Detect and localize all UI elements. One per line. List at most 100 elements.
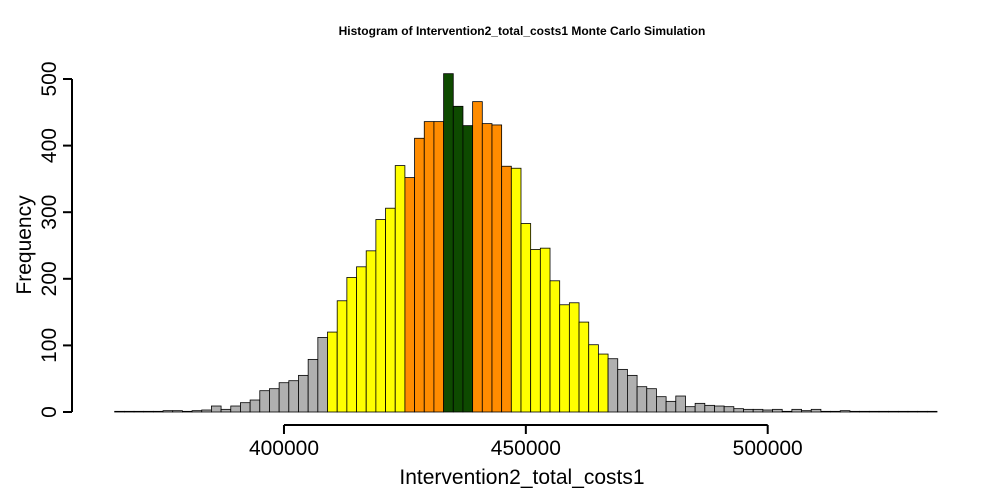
histogram-bar bbox=[443, 73, 454, 413]
histogram-bar bbox=[259, 390, 270, 413]
histogram-bar bbox=[646, 388, 657, 413]
histogram-bar bbox=[162, 410, 174, 413]
histogram-bar bbox=[859, 410, 870, 413]
histogram-bar bbox=[704, 404, 715, 413]
chart-title: Histogram of Intervention2_total_costs1 … bbox=[339, 24, 706, 38]
histogram-bar bbox=[230, 405, 241, 413]
histogram-bar bbox=[926, 410, 938, 413]
histogram-bar bbox=[607, 358, 619, 413]
histogram-bar bbox=[336, 300, 348, 413]
y-tick-label: 200 bbox=[38, 261, 61, 296]
histogram-bar bbox=[627, 374, 638, 413]
histogram-bar bbox=[481, 123, 493, 413]
histogram-bar bbox=[356, 266, 367, 413]
histogram-bar bbox=[733, 408, 744, 413]
histogram-bar bbox=[810, 408, 822, 413]
y-tick-label: 0 bbox=[38, 406, 61, 418]
histogram-bar bbox=[433, 121, 444, 413]
histogram-bar bbox=[278, 382, 290, 413]
histogram-bar bbox=[907, 410, 919, 413]
histogram-bar bbox=[298, 374, 309, 413]
histogram-bar bbox=[385, 207, 396, 413]
y-axis: 0 100 200 300 400 500 bbox=[38, 61, 73, 418]
y-tick-label: 400 bbox=[38, 128, 61, 163]
histogram-bar bbox=[114, 410, 125, 413]
histogram-bar bbox=[723, 406, 735, 413]
histogram-bar bbox=[801, 410, 812, 413]
histogram-bar bbox=[152, 410, 164, 413]
histogram-bar bbox=[501, 165, 512, 413]
histogram-bar bbox=[375, 219, 386, 413]
histogram-bar bbox=[839, 410, 851, 413]
histogram-bar bbox=[423, 121, 435, 413]
x-tick-label: 450000 bbox=[491, 437, 561, 460]
histogram-bar bbox=[568, 302, 580, 413]
x-tick-label: 500000 bbox=[733, 437, 803, 460]
histogram-bar bbox=[211, 405, 222, 413]
histogram-bar bbox=[288, 380, 299, 413]
histogram-bar bbox=[743, 408, 754, 413]
histogram-bar bbox=[520, 223, 532, 413]
histogram-bar bbox=[307, 358, 319, 413]
histogram-bar bbox=[133, 410, 145, 413]
histogram-bar bbox=[559, 304, 570, 413]
histogram-bar bbox=[868, 410, 880, 413]
y-tick-label: 500 bbox=[38, 61, 61, 96]
histogram-bar bbox=[123, 410, 135, 413]
y-tick-label: 300 bbox=[38, 195, 61, 230]
histogram-bar bbox=[172, 410, 183, 413]
histogram-bar bbox=[656, 396, 667, 413]
histogram-bar bbox=[685, 406, 696, 413]
histogram-bar bbox=[462, 125, 474, 413]
histogram-bar bbox=[414, 137, 425, 413]
histogram-bar bbox=[888, 410, 899, 413]
histogram-bar bbox=[675, 395, 686, 413]
histogram-bar bbox=[143, 410, 154, 413]
y-axis-label: Frequency bbox=[13, 195, 36, 295]
histogram-bar bbox=[191, 410, 203, 413]
histogram-bar bbox=[636, 386, 648, 413]
histogram-bar bbox=[578, 321, 590, 413]
histogram-bar bbox=[588, 344, 599, 413]
histogram-bar bbox=[897, 410, 909, 413]
histogram-bar bbox=[878, 410, 890, 413]
histogram-bar bbox=[510, 167, 522, 413]
histogram-bar bbox=[791, 408, 802, 413]
histogram-bar bbox=[820, 410, 831, 413]
histogram-bar bbox=[714, 405, 725, 413]
histogram-bar bbox=[365, 250, 377, 413]
histogram-bar bbox=[181, 410, 193, 413]
histogram-bar bbox=[220, 408, 232, 413]
histogram-bar bbox=[752, 408, 764, 413]
histogram-bar bbox=[617, 368, 628, 413]
histogram-bar bbox=[530, 249, 541, 413]
histogram-bar bbox=[394, 165, 406, 413]
histogram-bar bbox=[772, 408, 783, 413]
histogram-bar bbox=[404, 177, 415, 413]
x-axis-label: Intervention2_total_costs1 bbox=[399, 466, 644, 489]
histogram-bars bbox=[114, 73, 938, 413]
histogram-bar bbox=[598, 353, 609, 413]
histogram-bar bbox=[549, 280, 561, 413]
histogram-bar bbox=[317, 337, 328, 413]
histogram-bar bbox=[327, 331, 338, 413]
histogram-bar bbox=[849, 410, 860, 413]
histogram-bar bbox=[694, 402, 706, 413]
histogram-bar bbox=[491, 124, 503, 413]
histogram-bar bbox=[830, 410, 841, 413]
x-axis: 400000 450000 500000 bbox=[249, 424, 803, 460]
histogram-bar bbox=[249, 399, 261, 413]
histogram-bar bbox=[472, 101, 483, 413]
y-tick-label: 100 bbox=[38, 328, 61, 363]
x-tick-label: 400000 bbox=[249, 437, 319, 460]
histogram-bar bbox=[240, 402, 251, 413]
histogram-bar bbox=[201, 409, 212, 413]
histogram-bar bbox=[781, 410, 793, 413]
histogram-bar bbox=[269, 388, 280, 413]
histogram-bar bbox=[346, 277, 357, 413]
histogram-bar bbox=[917, 410, 928, 413]
histogram-bar bbox=[539, 247, 551, 413]
histogram-bar bbox=[762, 409, 773, 413]
histogram-bar bbox=[452, 105, 464, 413]
